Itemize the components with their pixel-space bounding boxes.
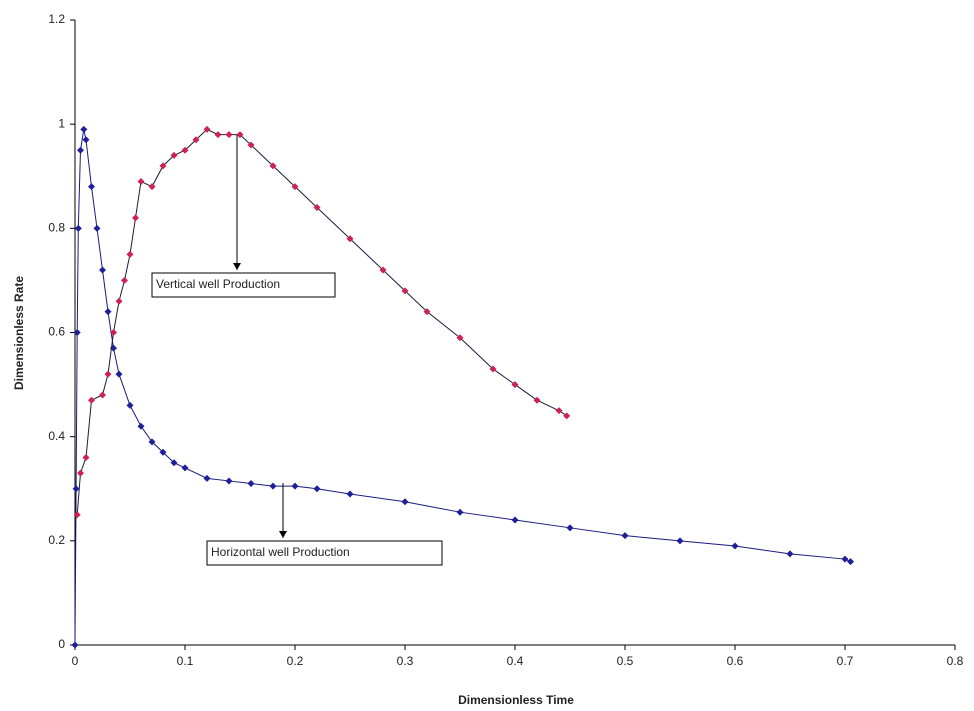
point: [82, 136, 90, 144]
point: [132, 214, 139, 222]
point: [291, 482, 299, 490]
point: [137, 177, 145, 185]
annotation-box: [151, 272, 336, 298]
point: [247, 141, 255, 149]
point: [456, 334, 464, 342]
point: [170, 459, 178, 467]
x-axis-title: Dimensionless Time: [458, 693, 574, 707]
point: [88, 183, 95, 191]
point: [203, 125, 211, 133]
y-axis-title: Dimensionless Rate: [12, 276, 26, 390]
point: [676, 537, 684, 545]
series-line: [74, 129, 851, 646]
x-tick-label: 0.5: [617, 654, 634, 668]
point: [847, 558, 854, 566]
point: [621, 532, 629, 540]
y-tick-label: 0.2: [48, 533, 65, 547]
point: [225, 131, 233, 139]
point: [841, 555, 849, 563]
point: [181, 146, 189, 154]
y-tick-label: 0.4: [48, 429, 65, 443]
x-tick-label: 0: [72, 654, 79, 668]
point: [423, 308, 431, 316]
point: [192, 136, 200, 144]
point: [379, 266, 387, 274]
point: [82, 454, 90, 461]
annotation-arrowhead: [279, 531, 287, 538]
y-tick-label: 0.6: [48, 325, 65, 339]
point: [203, 474, 211, 482]
point: [346, 235, 354, 243]
point: [456, 508, 464, 516]
point: [126, 250, 134, 258]
point: [533, 396, 541, 404]
point: [74, 224, 82, 232]
point: [269, 162, 277, 170]
point: [181, 464, 189, 472]
x-tick-label: 0.2: [287, 654, 304, 668]
point: [489, 365, 497, 373]
point: [104, 370, 112, 378]
x-tick-label: 0.6: [727, 654, 744, 668]
point: [77, 469, 84, 477]
annotation-arrowhead: [233, 263, 241, 270]
point: [291, 183, 299, 191]
point: [80, 125, 88, 133]
point: [731, 542, 739, 550]
point: [170, 151, 178, 159]
y-tick-label: 1.2: [48, 12, 65, 26]
annotation: Vertical well Production: [156, 277, 280, 291]
point: [236, 131, 244, 139]
point: [313, 485, 321, 493]
point: [148, 438, 156, 446]
point: [104, 308, 112, 316]
y-tick-label: 0: [58, 637, 65, 651]
point: [121, 276, 128, 284]
point: [137, 422, 145, 430]
annotation: Horizontal well Production: [211, 545, 350, 559]
point: [73, 511, 81, 519]
point: [346, 490, 354, 498]
point: [566, 524, 574, 532]
x-tick-label: 0.3: [397, 654, 414, 668]
y-tick-label: 1: [58, 116, 65, 130]
point: [511, 381, 519, 389]
annotation-box: [206, 540, 443, 566]
point: [73, 329, 81, 336]
point: [148, 183, 156, 191]
point: [88, 396, 95, 404]
point: [313, 204, 321, 211]
point: [511, 516, 519, 524]
point: [115, 370, 123, 378]
point: [563, 412, 571, 420]
point: [115, 297, 123, 305]
x-tick-label: 0.8: [947, 654, 964, 668]
point: [99, 391, 106, 399]
point: [247, 480, 255, 488]
point: [126, 401, 134, 409]
y-tick-label: 0.8: [48, 221, 65, 235]
point: [555, 407, 563, 415]
x-tick-label: 0.4: [507, 654, 524, 668]
x-tick-label: 0.7: [837, 654, 854, 668]
point: [72, 485, 80, 493]
point: [225, 477, 233, 485]
point: [214, 131, 222, 139]
point: [401, 498, 409, 506]
point: [401, 287, 409, 295]
point: [77, 146, 84, 154]
point: [786, 550, 794, 558]
point: [110, 329, 117, 336]
point: [159, 448, 167, 456]
point: [71, 641, 79, 649]
x-tick-label: 0.1: [177, 654, 194, 668]
point: [159, 162, 167, 170]
point: [99, 266, 106, 274]
point: [269, 482, 277, 490]
point: [93, 224, 101, 232]
